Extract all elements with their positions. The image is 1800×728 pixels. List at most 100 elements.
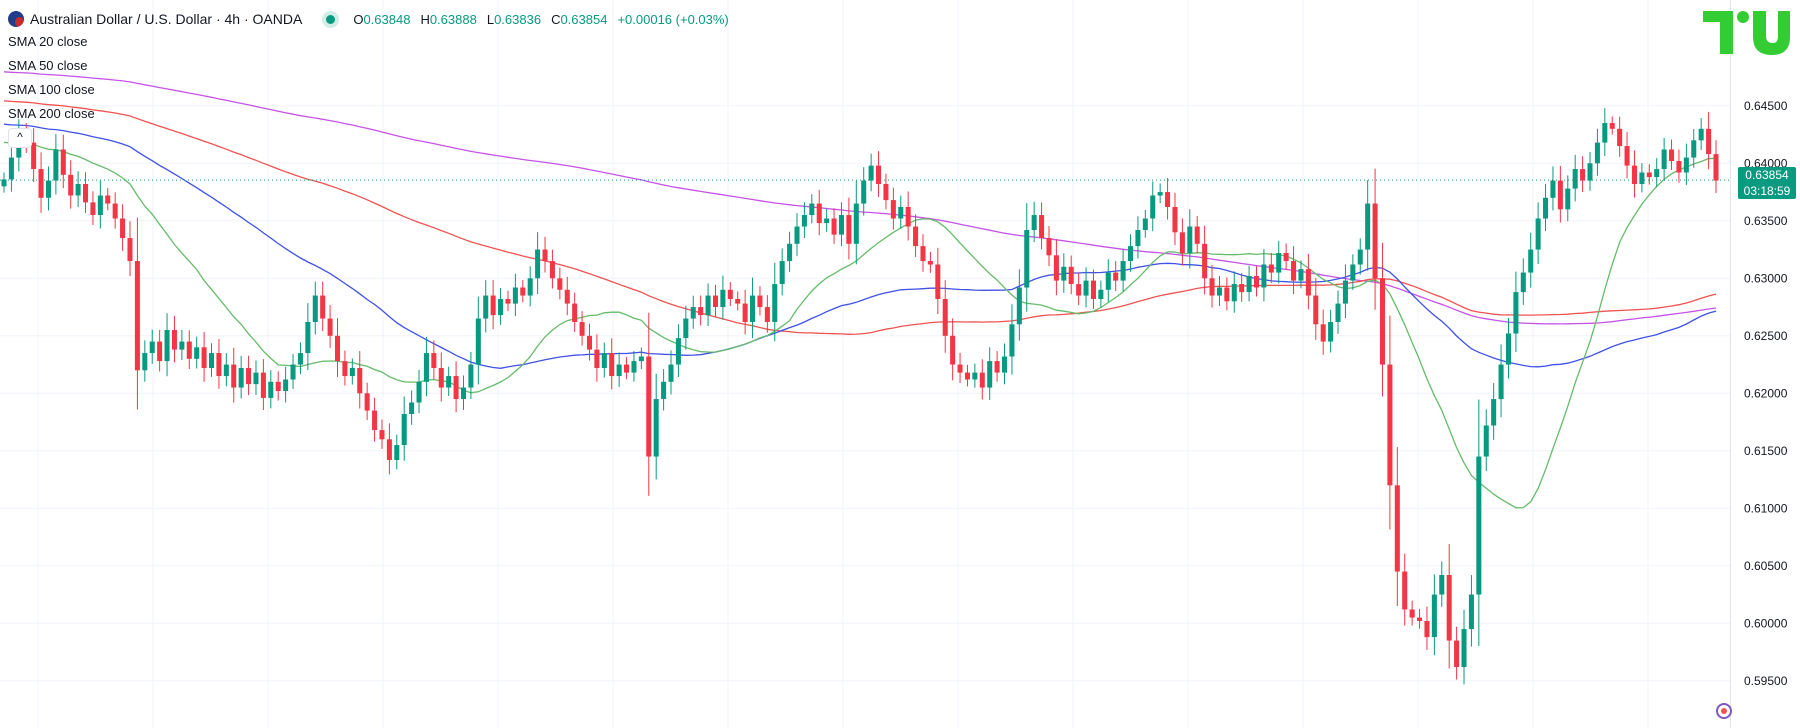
candle [305,303,311,371]
candle [1039,202,1045,250]
candle [905,191,911,241]
y-tick-label: 0.60000 [1744,616,1788,630]
candle [1194,215,1200,254]
y-tick-label: 0.62000 [1744,386,1788,400]
candle [1424,606,1430,651]
candle [1328,309,1334,353]
candle [53,134,59,195]
candle [861,167,867,216]
candle [950,318,956,381]
candle [1068,255,1074,295]
legend-sma-200[interactable]: SMA 200 close [8,106,95,121]
candle [97,180,103,229]
candle [594,334,600,382]
candle [1498,344,1504,418]
candle [1209,264,1215,308]
candle [134,217,140,410]
candle [1179,218,1185,266]
candle [1083,267,1089,308]
candle [809,194,815,224]
collapse-legend-button[interactable]: ^ [8,128,32,148]
candle [1454,626,1460,680]
candle [527,266,533,307]
symbol-title[interactable]: Australian Dollar / U.S. Dollar · 4h · O… [30,11,303,27]
candle [1587,151,1593,191]
candle [1394,447,1400,606]
candle [1135,216,1141,259]
candle [1513,271,1519,352]
candle [661,369,667,411]
candle [1624,131,1630,179]
candle [512,273,518,316]
candle [1669,139,1675,171]
candle [898,195,904,229]
candle [1535,202,1541,265]
sma-20-line [3,141,1717,509]
candle [542,236,548,273]
candle [668,350,674,395]
y-tick-label: 0.64500 [1744,99,1788,113]
candle [579,311,585,346]
legend-sma-20[interactable]: SMA 20 close [8,34,88,49]
candle [164,313,170,377]
candle [1491,383,1497,440]
candle [1631,150,1637,198]
last-price-tag: 0.63854 03:18:59 [1738,167,1796,199]
candle [890,187,896,230]
market-status-icon[interactable] [326,14,336,24]
candle [216,339,222,389]
candle [1594,128,1600,176]
candle [283,366,289,403]
close-value: C0.63854 [551,11,608,27]
candle [8,143,14,192]
candle [453,361,459,413]
legend-sma-50[interactable]: SMA 50 close [8,58,88,73]
candle [1565,175,1571,222]
candle [1461,609,1467,685]
candle [38,152,44,213]
candle [698,295,704,326]
candle [357,351,363,409]
candle [1617,116,1623,157]
candle [498,288,504,325]
indicator-legend: SMA 20 close SMA 50 close SMA 100 close … [8,34,95,148]
price-axis[interactable]: 0.64500 0.64000 0.63500 0.63000 0.62500 0.620… [1744,99,1788,688]
candle [1557,165,1563,223]
candle [342,350,348,386]
candle [564,276,570,316]
candle [1120,248,1126,292]
candle [846,197,852,260]
candle [653,373,659,480]
candle [1031,201,1037,242]
candle [505,290,511,312]
candle [83,172,89,213]
compass-icon[interactable] [1716,703,1732,719]
y-tick-label: 0.63500 [1744,214,1788,228]
candle [431,340,437,380]
y-tick-label: 0.60500 [1744,559,1788,573]
candle [557,267,563,300]
candle [490,279,496,330]
candle [935,247,941,315]
candle [616,352,622,387]
candle [327,305,333,348]
y-tick-label: 0.59500 [1744,674,1788,688]
candle [1276,240,1282,284]
candle [1483,409,1489,472]
candle [320,281,326,332]
candle [720,275,726,320]
candle [460,375,467,410]
legend-sma-100[interactable]: SMA 100 close [8,82,95,97]
candle [1231,271,1237,313]
candle [120,204,126,251]
candle [364,382,370,421]
candle [60,134,66,189]
sma-50-line [3,123,1717,369]
candle [1142,209,1148,238]
candle [1439,561,1445,607]
candle [105,188,111,211]
candle [1335,290,1341,334]
candle [416,369,422,414]
candle [260,359,266,411]
